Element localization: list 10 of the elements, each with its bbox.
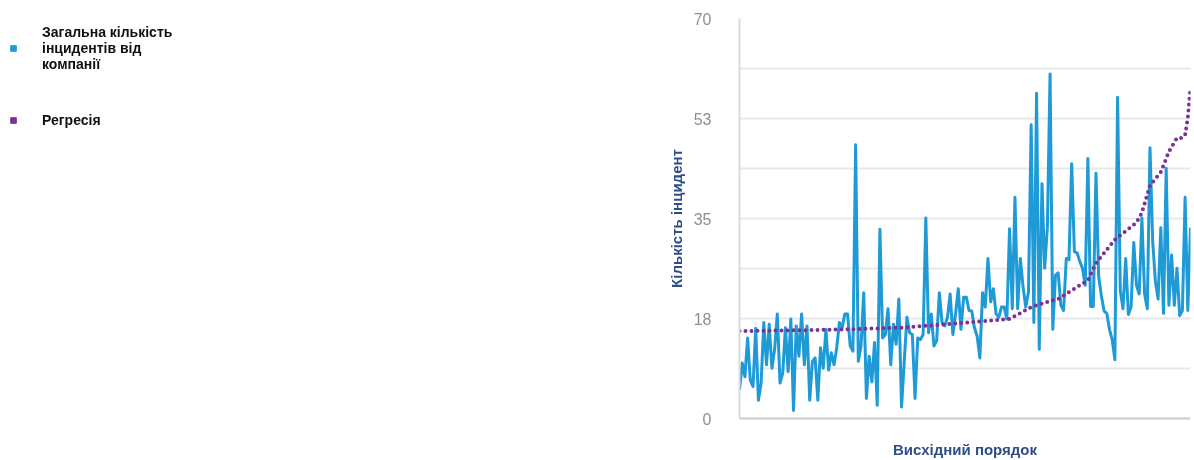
legend-label: Регресія (42, 112, 101, 128)
y-tick-label: 0 (702, 410, 712, 428)
y-tick-label: 35 (693, 210, 712, 228)
y-axis-title: Кількість інцидент (667, 149, 685, 288)
y-tick-label: 53 (693, 110, 712, 128)
y-tick-label: 70 (693, 10, 712, 28)
line-series (739, 72, 1191, 412)
x-axis-title: Висхідний порядок (892, 440, 1038, 458)
y-tick-label: 18 (693, 310, 712, 328)
legend-label: Загальна кількість інцидентів від компанії (42, 24, 173, 72)
